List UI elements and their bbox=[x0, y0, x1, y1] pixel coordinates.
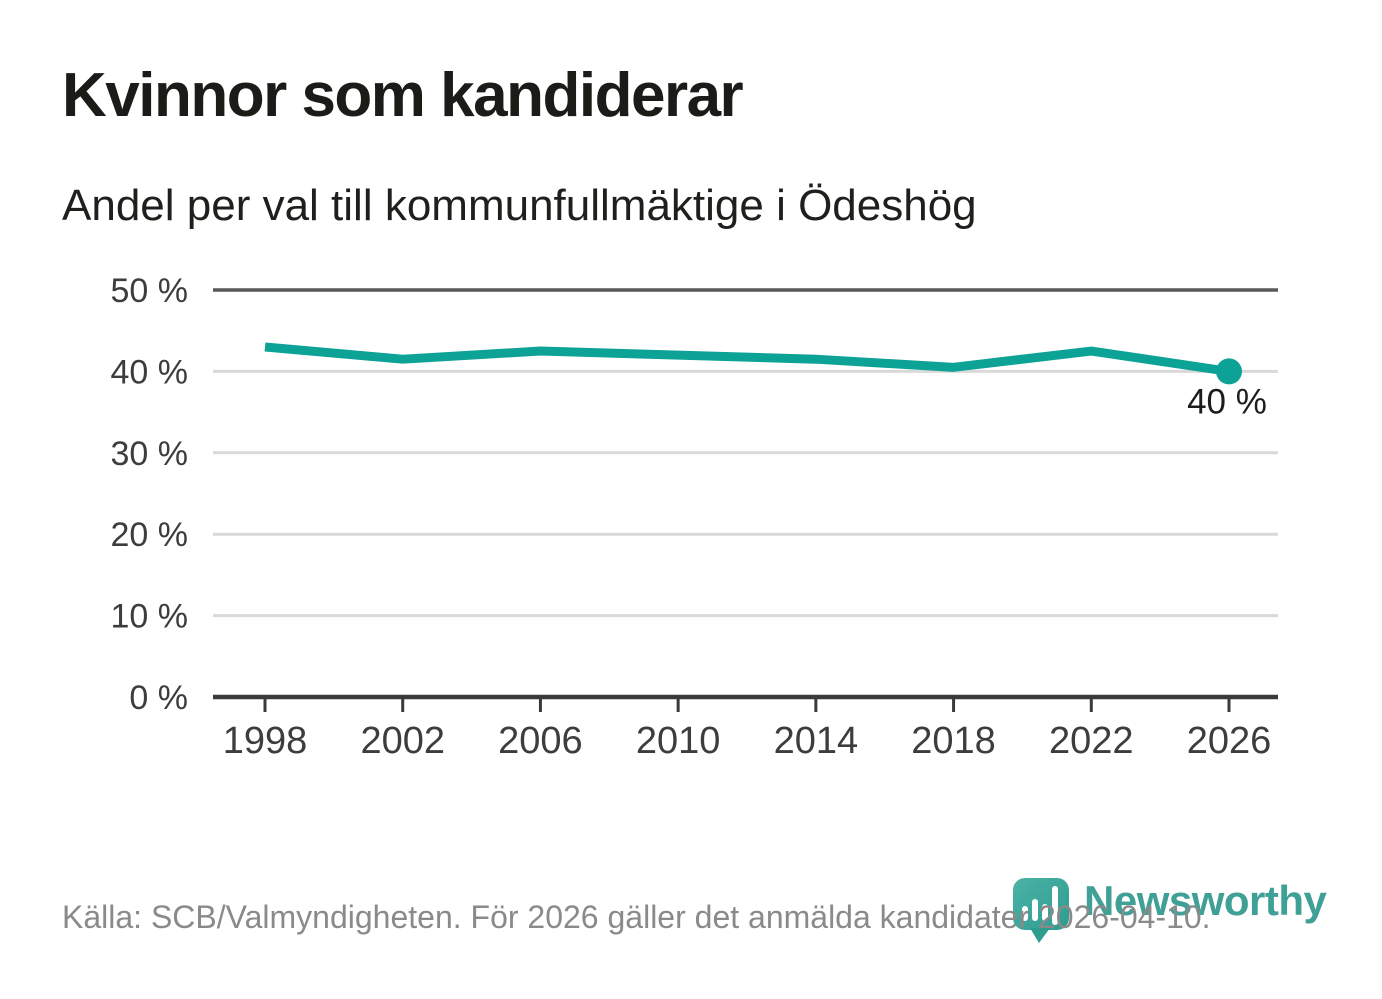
x-axis-label: 2018 bbox=[911, 720, 996, 762]
y-axis-label: 30 % bbox=[111, 435, 189, 473]
chart-title: Kvinnor som kandiderar bbox=[62, 61, 744, 130]
last-point-label: 40 % bbox=[1187, 382, 1267, 421]
x-axis-label: 1998 bbox=[223, 720, 308, 762]
newsworthy-logo-text: Newsworthy bbox=[1084, 877, 1327, 924]
chart-subtitle: Andel per val till kommunfullmäktige i Ö… bbox=[62, 181, 977, 230]
y-axis-label: 10 % bbox=[111, 598, 189, 636]
y-axis-label: 40 % bbox=[111, 353, 189, 391]
source-note: Källa: SCB/Valmyndigheten. För 2026 gäll… bbox=[62, 899, 1211, 935]
y-axis-label: 0 % bbox=[129, 679, 188, 717]
x-axis-label: 2006 bbox=[498, 720, 583, 762]
x-axis-label: 2010 bbox=[636, 720, 721, 762]
last-point-marker bbox=[1215, 358, 1242, 385]
x-axis-label: 2026 bbox=[1187, 720, 1272, 762]
line-chart-plot: 0 % 10 % 20 % 30 % 40 % 50 % 1998 2002 2006 2010 2… bbox=[111, 272, 1278, 762]
newsworthy-logo-icon bbox=[1013, 878, 1069, 943]
logo-bar-chart-glyph bbox=[1022, 886, 1058, 925]
y-axis-label: 20 % bbox=[111, 516, 189, 554]
logo-pin-tail bbox=[1030, 928, 1050, 943]
y-axis-label: 50 % bbox=[111, 272, 189, 310]
x-axis-label: 2002 bbox=[360, 720, 445, 762]
newsworthy-logo: Newsworthy bbox=[1012, 876, 1327, 944]
x-axis-label: 2022 bbox=[1049, 720, 1134, 762]
x-axis-label: 2014 bbox=[774, 720, 859, 762]
data-line bbox=[264, 342, 1230, 376]
